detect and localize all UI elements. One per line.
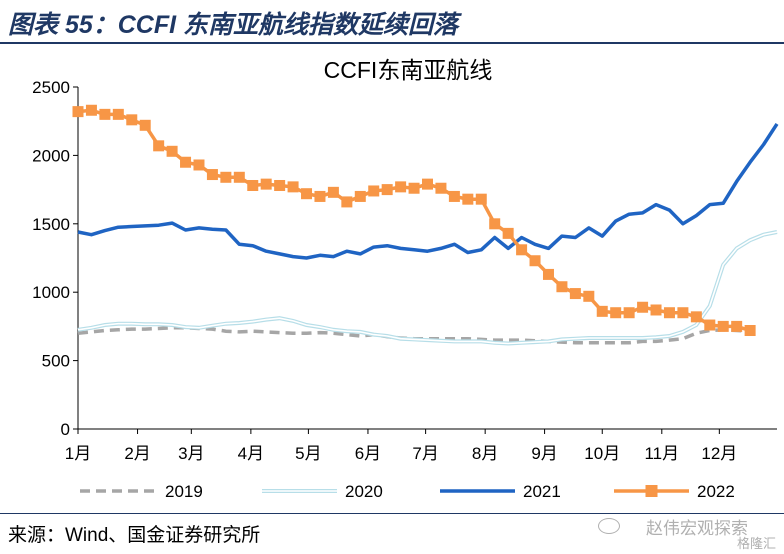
chart-axes: 0 500 1000 1500 2000 2500 1月 2月 3月 4月 5月 6月 7月 8月 9月 10… [32,78,777,463]
data-point-2022 [596,305,608,317]
watermark: 赵伟宏观探索 格隆汇 [598,514,778,552]
series-2020 [77,230,778,346]
x-tick-label: 8月 [472,444,498,463]
x-tick-label: 10月 [584,444,620,463]
figure-header: 图表 55：CCFI 东南亚航线指数延续回落 [0,0,784,44]
legend-item-2021: 2021 [440,482,561,501]
data-point-2022 [475,193,487,205]
watermark-name: 赵伟宏观探索 [646,519,748,538]
legend-marker-2022 [645,485,658,497]
y-tick-label: 1000 [32,283,70,302]
series-line-2022 [77,108,751,333]
data-point-2022 [704,319,716,331]
chart-title: CCFI东南亚航线 [324,57,493,83]
data-point-2022 [381,184,393,196]
legend-item-2019: 2019 [80,482,203,501]
series-line-2021 [77,122,779,260]
x-tick-label: 9月 [531,444,557,463]
data-point-2022 [233,171,245,183]
data-point-2022 [663,307,675,319]
data-point-2022 [717,320,729,332]
data-point-2022 [610,307,622,319]
data-point-2022 [556,281,568,293]
legend-label-2019: 2019 [165,482,203,501]
watermark-sub: 格隆汇 [736,536,776,551]
x-tick-label: 3月 [178,444,204,463]
series-2021 [77,122,779,260]
data-point-2022 [193,159,205,171]
data-point-2022 [677,307,689,319]
data-point-2022 [368,185,380,197]
data-point-2022 [422,178,433,190]
data-point-2022 [435,182,447,194]
data-point-2022 [395,181,407,193]
data-point-2022 [112,108,124,120]
chart-series-layer [72,104,779,346]
x-tick-label: 11月 [644,444,679,463]
data-point-2022 [341,196,353,208]
data-point-2022 [731,320,743,332]
data-point-2022 [542,268,554,280]
data-point-2022 [99,108,111,120]
data-point-2022 [650,304,662,316]
data-point-2022 [166,145,178,157]
data-point-2022 [448,190,460,202]
legend-label-2022: 2022 [697,482,735,501]
data-point-2022 [354,190,366,202]
y-tick-label: 2500 [32,78,70,97]
data-point-2022 [72,106,84,118]
x-tick-label: 6月 [355,444,381,463]
legend-label-2020: 2020 [345,482,383,501]
data-point-2022 [139,119,151,131]
data-point-2022 [274,179,286,191]
data-point-2022 [690,311,702,323]
data-point-2022 [529,255,541,267]
data-point-2022 [301,188,313,200]
data-point-2022 [583,290,595,302]
data-point-2022 [502,227,514,239]
y-tick-label: 2000 [32,146,70,165]
series-2022 [72,104,756,337]
footer-divider [0,513,784,514]
x-tick-label: 7月 [412,444,438,463]
x-tick-label: 12月 [701,444,737,463]
data-point-2022 [153,140,165,152]
y-tick-label: 500 [42,352,70,371]
data-point-2022 [126,114,138,126]
source-note: 来源：Wind、国金证券研究所 [8,525,261,546]
data-point-2022 [408,182,420,194]
data-point-2022 [327,186,339,198]
data-point-2022 [180,156,192,168]
data-point-2022 [516,244,528,256]
data-point-2022 [637,301,649,313]
data-point-2022 [287,181,299,193]
legend-item-2022: 2022 [614,482,735,501]
data-point-2022 [462,193,474,205]
y-tick-label: 0 [61,420,70,439]
x-tick-label: 4月 [238,444,264,463]
figure-title: 图表 55：CCFI 东南亚航线指数延续回落 [8,11,459,39]
series-line-inner-2020 [77,231,778,345]
data-point-2022 [314,190,326,202]
x-tick-label: 5月 [295,444,321,463]
chart-area: CCFI东南亚航线 0 500 1000 1500 2000 2500 1月 2月 3月 4月 5月… [32,57,779,501]
y-tick-label: 1500 [32,215,70,234]
data-point-2022 [220,171,232,183]
data-point-2022 [569,288,581,300]
data-point-2022 [623,307,635,319]
data-point-2022 [85,104,97,116]
data-point-2022 [206,169,218,181]
data-point-2022 [260,178,272,190]
x-tick-label: 2月 [124,444,150,463]
legend-label-2021: 2021 [523,482,561,501]
data-point-2022 [744,325,756,337]
wechat-icon [598,518,620,534]
x-tick-label: 1月 [65,444,91,463]
chart-legend: 2019 2020 2021 2022 [80,482,735,501]
legend-item-2020: 2020 [262,482,383,501]
data-point-2022 [489,218,501,230]
data-point-2022 [247,179,259,191]
